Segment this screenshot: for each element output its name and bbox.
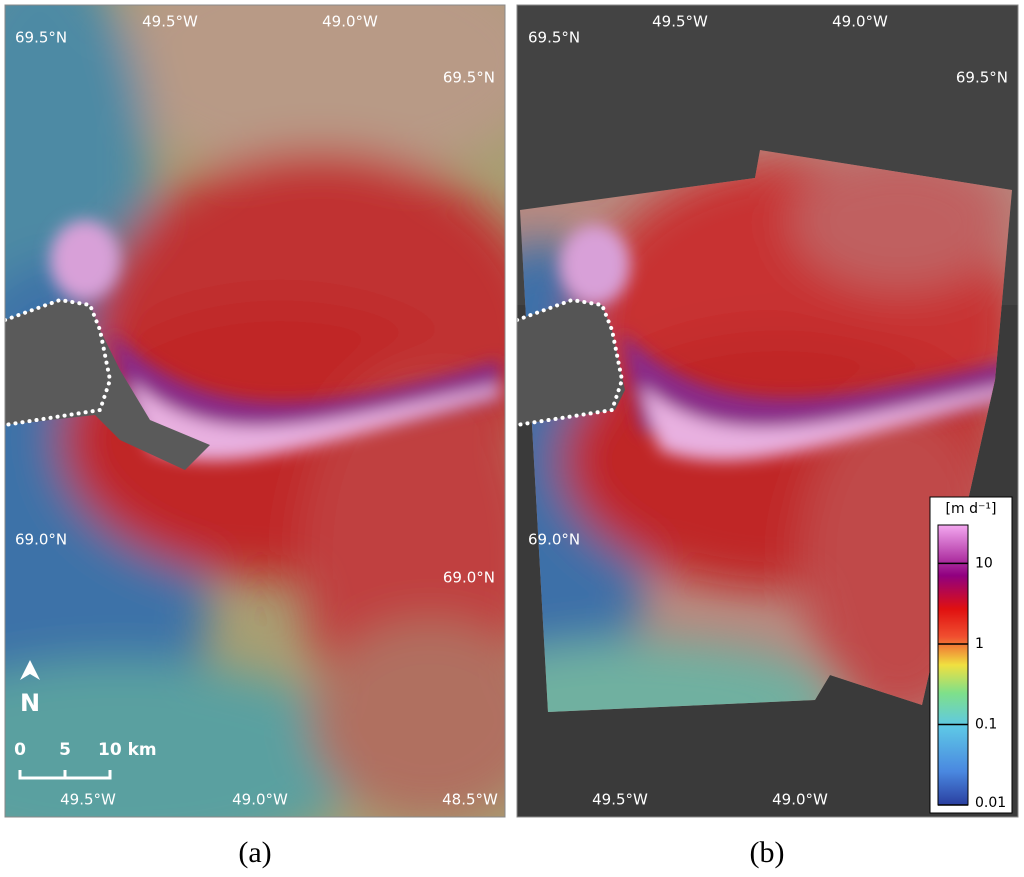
scale-bar: 0 5 10 km: [14, 740, 157, 780]
colorbar: [m d⁻¹] 0.01 0.1 1 10: [929, 496, 1013, 814]
coordinate-label: 69.5°N: [443, 69, 495, 87]
map-a: [5, 5, 505, 817]
coordinate-label: 49.0°W: [322, 13, 378, 31]
coordinate-label: 49.0°W: [772, 791, 828, 809]
north-label: N: [20, 689, 40, 717]
panel-label: (a): [238, 836, 271, 869]
scale-label: 0: [14, 740, 26, 760]
coordinate-label: 69.5°N: [528, 29, 580, 47]
coordinate-label: 69.0°N: [443, 569, 495, 587]
coordinate-label: 69.5°N: [15, 29, 67, 47]
frame: [516, 4, 1019, 818]
north-arrow: N: [20, 660, 40, 717]
frame: [4, 4, 506, 818]
colorbar-tick-label: 1: [975, 636, 984, 652]
colorbar-tick-label: 10: [975, 555, 993, 571]
coordinate-label: 69.5°N: [956, 69, 1008, 87]
coordinate-label: 48.5°W: [442, 791, 498, 809]
colorbar-tick-label: 0.1: [975, 716, 997, 732]
coordinate-label: 49.0°W: [232, 791, 288, 809]
coordinate-label: 49.5°W: [652, 13, 708, 31]
colorbar-bar: [937, 524, 969, 806]
coordinate-label: 49.0°W: [832, 13, 888, 31]
colorbar-tick-label: 0.01: [975, 795, 1006, 811]
coordinate-label: 49.5°W: [592, 791, 648, 809]
colorbar-title: [m d⁻¹]: [946, 501, 997, 517]
scale-label: 5: [59, 740, 71, 760]
scale-label: 10 km: [98, 740, 157, 760]
coordinate-label: 49.5°W: [142, 13, 198, 31]
coordinate-label: 69.0°N: [15, 531, 67, 549]
panel-label: (b): [750, 836, 785, 869]
map-b: [517, 5, 1018, 817]
coordinate-label: 69.0°N: [528, 531, 580, 549]
coordinate-label: 49.5°W: [60, 791, 116, 809]
